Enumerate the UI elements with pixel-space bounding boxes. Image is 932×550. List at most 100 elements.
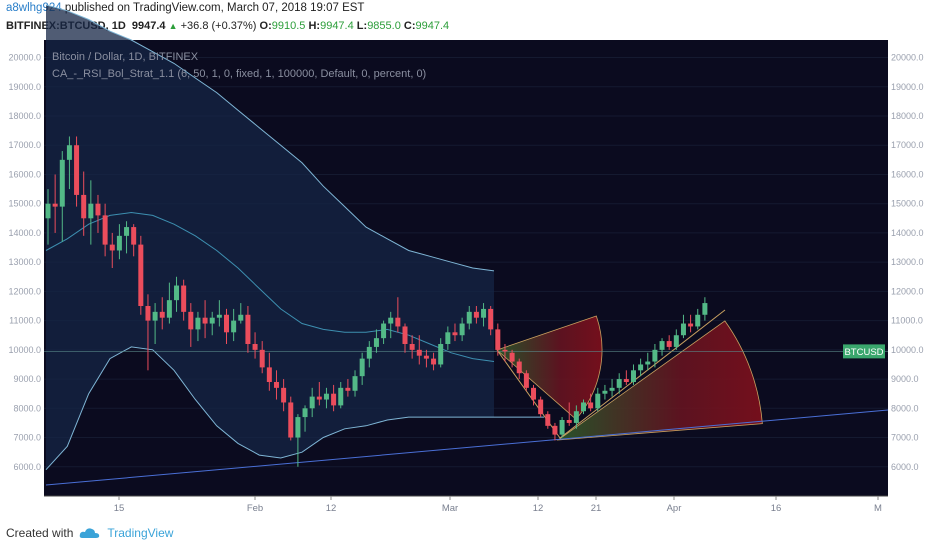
created-with-text: Created with — [6, 526, 74, 540]
close-label: C: — [403, 20, 416, 32]
trend-lines — [44, 350, 889, 486]
candle — [159, 311, 165, 318]
projected-candle — [702, 303, 708, 315]
x-tick-label: 21 — [591, 503, 602, 514]
candle — [395, 317, 401, 327]
candle — [81, 194, 87, 219]
low-value: 9855.0 — [367, 20, 401, 32]
symbol-line: BITFINEX:BTCUSD, 1D 9947.4 ▲ +36.8 (+0.3… — [6, 20, 449, 32]
candle — [152, 311, 158, 321]
candle — [438, 344, 444, 365]
candle — [388, 317, 394, 324]
close-value: 9947.4 — [415, 20, 450, 32]
y-tick-label-right: 10000.0 — [891, 345, 924, 355]
projected-candle — [623, 379, 629, 382]
tradingview-link[interactable]: TradingView — [107, 526, 174, 540]
y-tick-label-left: 18000.0 — [8, 111, 41, 121]
candle — [238, 314, 244, 321]
candle — [423, 355, 429, 359]
x-tick-label: Mar — [442, 503, 458, 514]
candle — [181, 285, 187, 312]
y-tick-label-right: 15000.0 — [891, 199, 924, 209]
candle — [359, 358, 365, 377]
candle — [52, 203, 58, 207]
y-tick-label-left: 12000.0 — [8, 286, 41, 296]
candle — [259, 349, 265, 368]
candle — [188, 311, 194, 330]
candle — [174, 285, 180, 301]
y-tick-label-right: 19000.0 — [891, 82, 924, 92]
projected-candle — [673, 335, 679, 347]
projected-candle — [566, 420, 572, 423]
projected-candle — [573, 411, 579, 423]
candle — [216, 314, 222, 318]
legend-indicator: CA_-_RSI_Bol_Strat_1.1 (6, 50, 1, 0, fix… — [52, 68, 426, 80]
projected-candle — [688, 323, 694, 327]
x-tick-label: 12 — [326, 503, 337, 514]
projected-candle — [531, 387, 537, 400]
candle — [59, 159, 65, 207]
price-tag: BTCUSD — [843, 344, 885, 359]
candle — [373, 338, 379, 347]
price-change: +36.8 (+0.37%) — [180, 20, 257, 32]
x-tick-label: M — [874, 503, 882, 514]
candle — [473, 311, 479, 318]
projected-candle — [652, 349, 658, 362]
y-tick-label-left: 8000.0 — [13, 403, 41, 413]
lower-band-line — [45, 346, 494, 471]
candle — [245, 314, 251, 344]
candle — [131, 227, 137, 245]
candle — [288, 402, 294, 438]
y-tick-label-left: 7000.0 — [13, 433, 41, 443]
candle — [402, 326, 408, 344]
fan-up-ray — [559, 309, 726, 439]
candle — [445, 332, 451, 344]
candle — [416, 349, 422, 356]
high-value: 9947.4 — [320, 20, 354, 32]
projected-candle — [523, 373, 529, 388]
candle — [109, 244, 115, 251]
projected-candle — [509, 352, 515, 362]
price-tag-label: BTCUSD — [844, 347, 883, 358]
projected-candle — [695, 314, 701, 327]
candle — [124, 227, 130, 236]
candle — [295, 417, 301, 438]
candle — [466, 311, 472, 324]
projected-candle — [680, 323, 686, 336]
y-tick-label-right: 16000.0 — [891, 169, 924, 179]
y-tick-label-right: 18000.0 — [891, 111, 924, 121]
x-tick-label: Feb — [247, 503, 263, 514]
y-tick-label-left: 15000.0 — [8, 199, 41, 209]
projected-candle — [595, 393, 601, 409]
legend-title: Bitcoin / Dollar, 1D, BITFINEX — [52, 51, 199, 63]
candle — [231, 320, 237, 333]
candle — [309, 396, 315, 409]
candle — [66, 145, 72, 160]
high-label: H: — [308, 20, 321, 32]
y-tick-label-right: 13000.0 — [891, 257, 924, 267]
y-tick-label-right: 11000.0 — [891, 316, 923, 326]
y-tick-label-left: 11000.0 — [9, 316, 41, 326]
candle — [316, 396, 322, 400]
candle — [495, 329, 501, 350]
candle — [452, 332, 458, 336]
x-tick-label: Apr — [667, 503, 682, 514]
support-trendline — [45, 409, 889, 486]
candle — [102, 215, 108, 245]
candle — [323, 393, 329, 400]
projected-candle — [659, 341, 665, 350]
y-tick-label-left: 20000.0 — [8, 53, 41, 63]
candle — [338, 387, 344, 406]
left-price-axis: 20000.0 19000.0 18000.0 17000.0 16000.0 15000… — [8, 53, 41, 472]
candle — [209, 317, 215, 324]
projected-candle — [638, 364, 644, 371]
published-text: published on TradingView.com, March 07, … — [64, 2, 365, 14]
projected-candle — [616, 379, 622, 388]
projected-candle — [630, 370, 636, 382]
candle — [74, 145, 80, 195]
y-tick-label-right: 17000.0 — [891, 140, 924, 150]
y-tick-label-left: 17000.0 — [8, 140, 41, 150]
time-axis: 15 Feb 12 Mar 12 21 Apr 16 M — [44, 495, 888, 514]
candle — [366, 346, 372, 359]
